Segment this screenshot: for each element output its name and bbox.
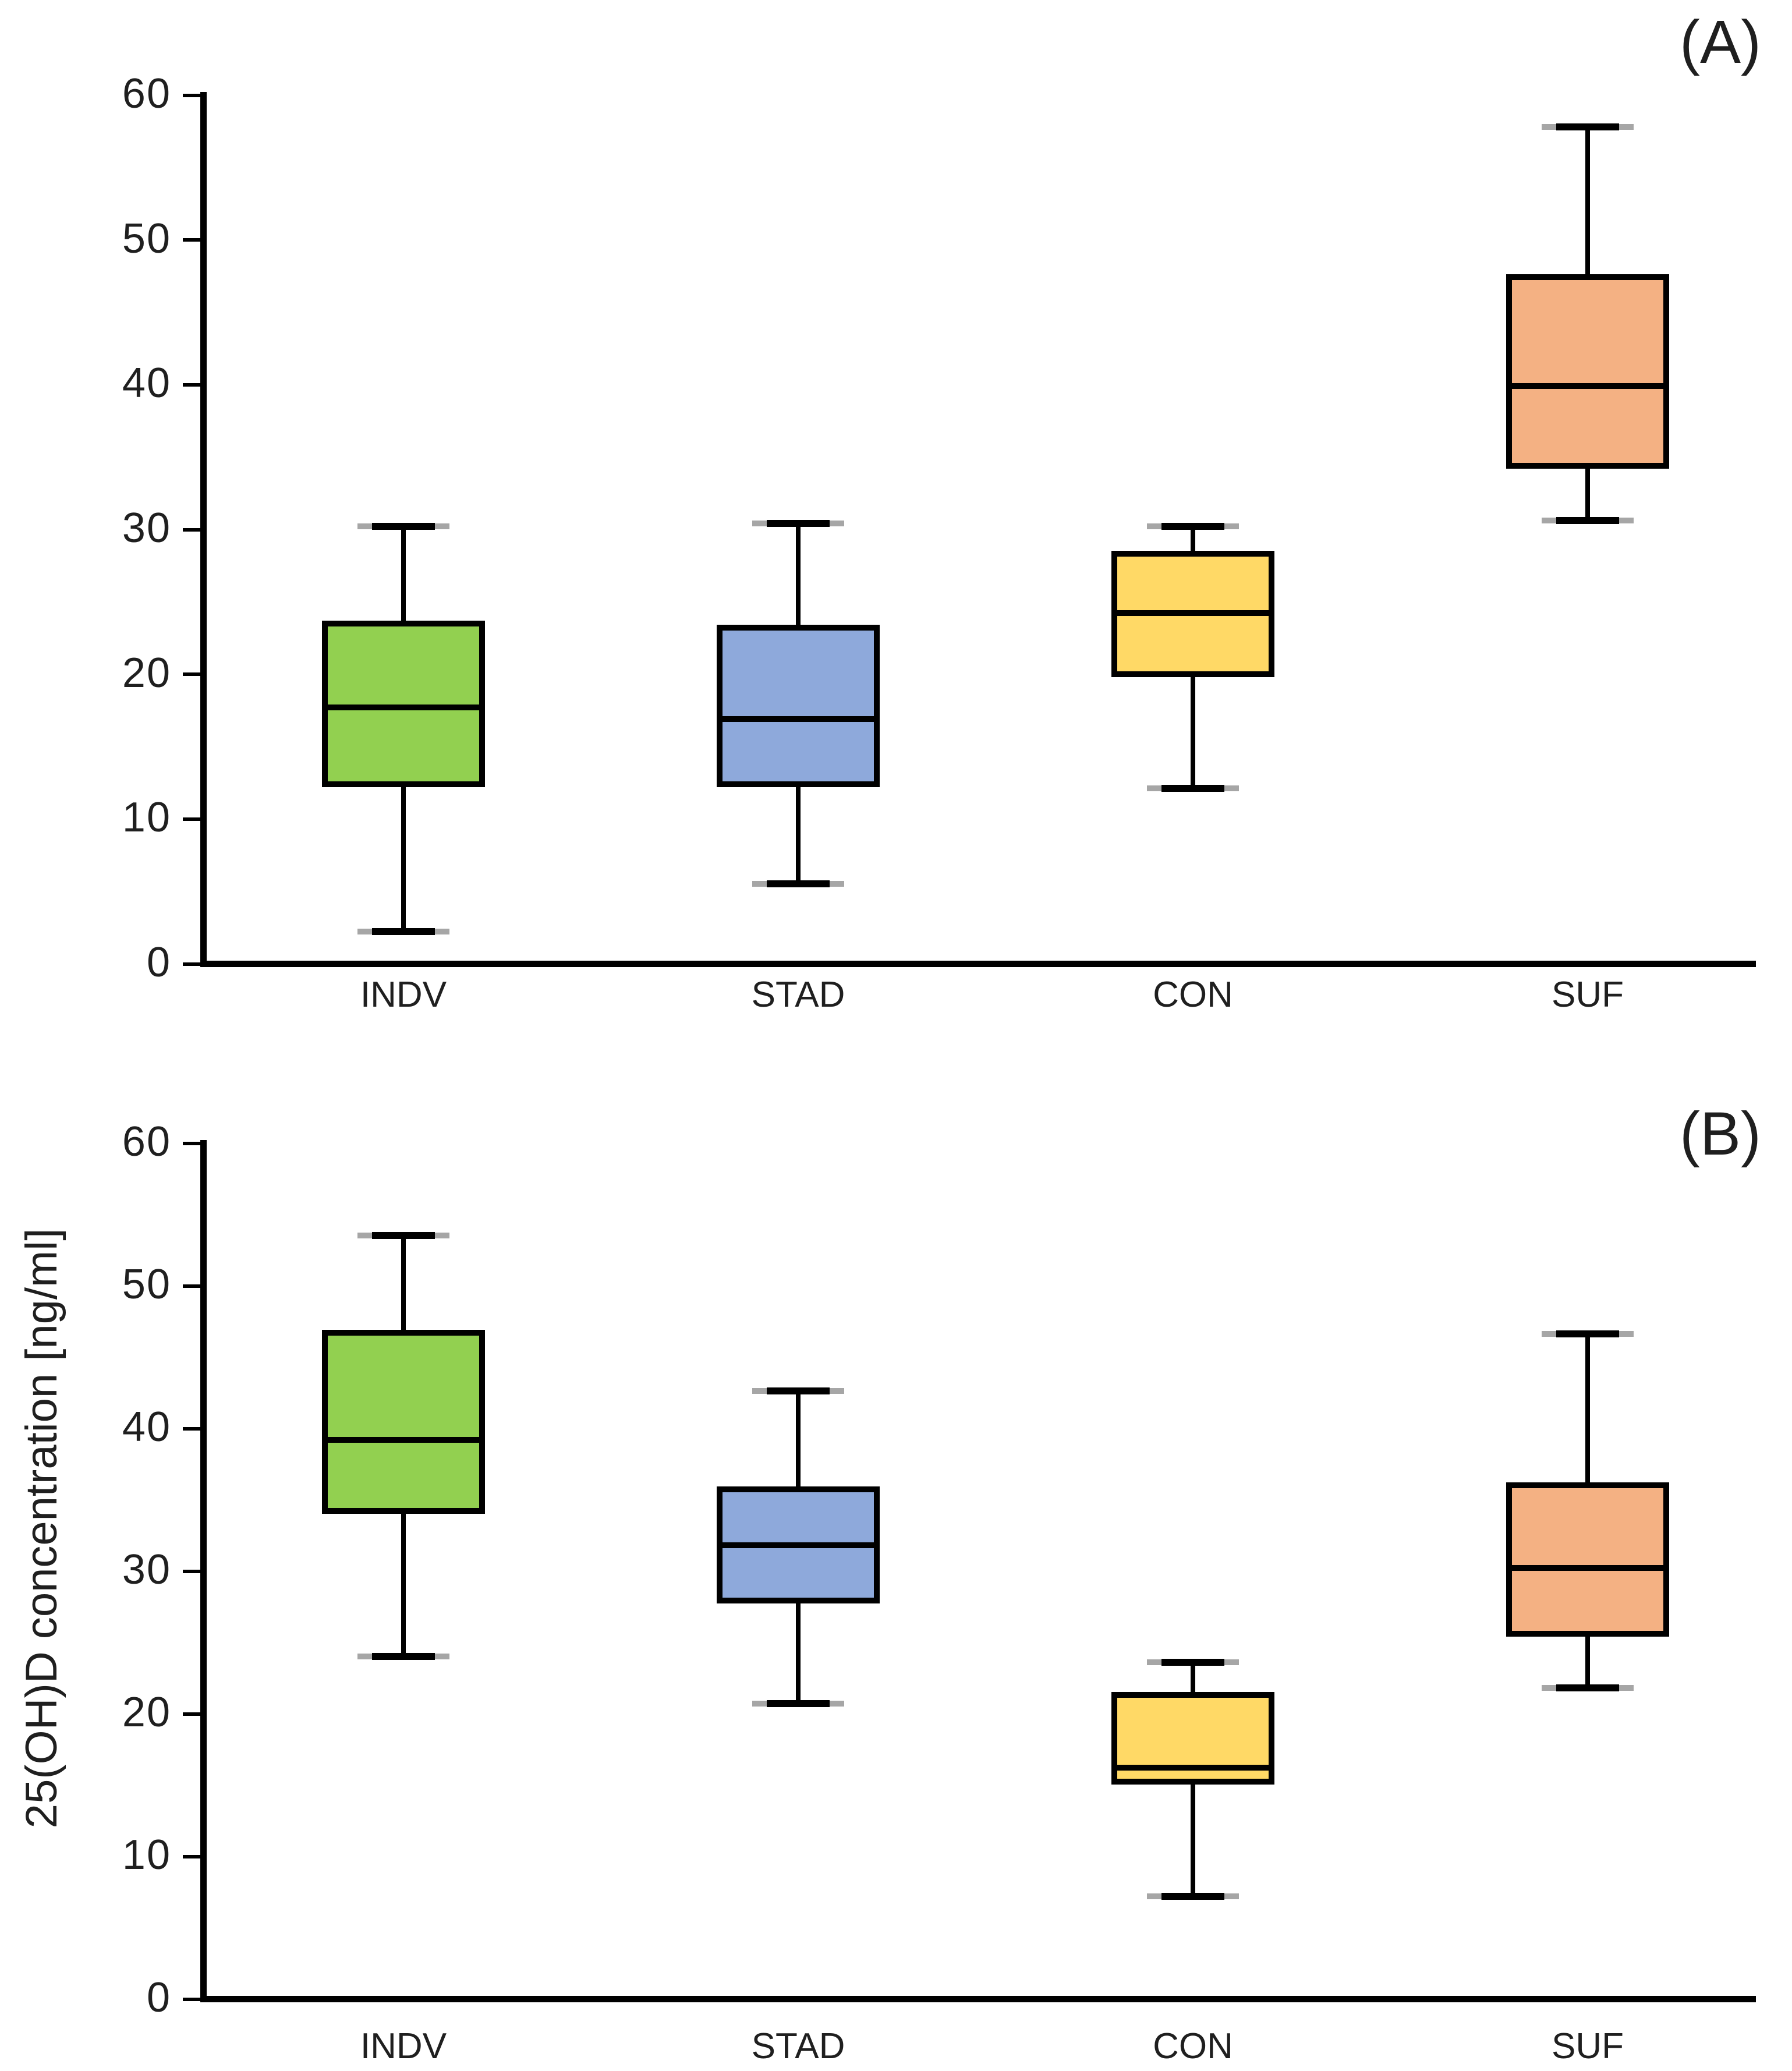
panel-b-letter: (B): [1680, 1100, 1761, 1168]
panel-a-x-axis: [200, 961, 1756, 967]
panel-a-y-tick: [183, 93, 200, 97]
panel-a-median-stad: [717, 716, 880, 722]
panel-a-y-tick-label: 20: [122, 649, 171, 696]
panel-b-y-tick-label: 20: [122, 1689, 171, 1736]
panel-a-whisker-upper-indv: [401, 526, 406, 621]
panel-a-cap-lower-suf: [1556, 517, 1619, 525]
panel-b-whisker-upper-con: [1191, 1662, 1195, 1693]
panel-a-y-tick: [183, 672, 200, 677]
panel-a-whisker-upper-stad: [796, 523, 801, 625]
panel-a-median-indv: [322, 704, 485, 710]
panel-a-whisker-upper-suf: [1585, 126, 1590, 275]
panel-a-cap-upper-indv: [372, 523, 435, 530]
panel-a-y-tick-label: 0: [146, 939, 171, 986]
y-axis-title: 25(OH)D concentration [ng/ml]: [17, 1228, 66, 1829]
panel-a-cap-lower-indv: [372, 928, 435, 936]
panel-b-y-tick: [183, 1997, 200, 2001]
panel-b-median-indv: [322, 1436, 485, 1443]
panel-a-y-tick: [183, 962, 200, 966]
panel-a-box-stad: [717, 625, 880, 787]
panel-b-median-stad: [717, 1542, 880, 1548]
panel-b-y-tick: [183, 1569, 200, 1573]
panel-b-box-suf: [1506, 1482, 1669, 1637]
panel-a-y-tick-label: 60: [122, 70, 171, 117]
panel-b-cap-upper-stad: [767, 1387, 830, 1395]
panel-b-whisker-lower-suf: [1585, 1636, 1590, 1688]
panel-b-category-label-suf: SUF: [1552, 2026, 1624, 2066]
panel-b-cap-upper-con: [1161, 1658, 1224, 1666]
panel-b-y-tick-label: 40: [122, 1404, 171, 1450]
panel-b-whisker-lower-indv: [401, 1513, 406, 1656]
panel-a-y-tick: [183, 528, 200, 532]
panel-b-y-tick: [183, 1426, 200, 1431]
panel-a-cap-upper-con: [1161, 523, 1224, 530]
panel-b-cap-lower-con: [1161, 1892, 1224, 1900]
panel-b-cap-upper-indv: [372, 1232, 435, 1240]
panel-b-median-suf: [1506, 1565, 1669, 1571]
panel-b-whisker-lower-stad: [796, 1603, 801, 1704]
panel-b-cap-lower-suf: [1556, 1684, 1619, 1691]
panel-a-median-con: [1111, 610, 1274, 617]
panel-b-y-tick: [183, 1712, 200, 1716]
panel-a-whisker-lower-stad: [796, 787, 801, 884]
panel-b-whisker-upper-suf: [1585, 1334, 1590, 1482]
panel-a-median-suf: [1506, 383, 1669, 389]
panel-a-category-label-indv: INDV: [360, 975, 447, 1015]
panel-a-y-tick: [183, 817, 200, 821]
panel-b-y-tick: [183, 1854, 200, 1858]
panel-b-y-axis: [200, 1140, 207, 2002]
panel-a-y-tick-label: 30: [122, 505, 171, 551]
panel-a-box-indv: [322, 620, 485, 787]
panel-b-y-tick-label: 10: [122, 1832, 171, 1878]
panel-a-category-label-suf: SUF: [1552, 975, 1624, 1015]
panel-b-box-indv: [322, 1329, 485, 1514]
panel-b-median-con: [1111, 1765, 1274, 1771]
panel-a-whisker-lower-suf: [1585, 468, 1590, 521]
panel-b-cap-lower-stad: [767, 1700, 830, 1707]
panel-a-whisker-lower-con: [1191, 677, 1195, 789]
panel-b-y-tick: [183, 1141, 200, 1145]
panel-b-category-label-con: CON: [1153, 2026, 1233, 2066]
panel-a-y-axis: [200, 92, 207, 967]
panel-b-category-label-stad: STAD: [751, 2026, 845, 2066]
panel-b-whisker-upper-stad: [796, 1391, 801, 1487]
panel-a-category-label-stad: STAD: [751, 975, 845, 1015]
panel-b-y-tick-label: 0: [146, 1974, 171, 2021]
panel-a-y-tick: [183, 238, 200, 242]
panel-a-y-tick-label: 50: [122, 215, 171, 262]
panel-b-y-tick-label: 50: [122, 1261, 171, 1308]
panel-b-box-con: [1111, 1692, 1274, 1785]
panel-b-x-axis: [200, 1996, 1756, 2002]
panel-b-y-tick-label: 60: [122, 1118, 171, 1165]
panel-b-whisker-upper-indv: [401, 1235, 406, 1330]
panel-a-cap-upper-suf: [1556, 123, 1619, 130]
panel-a-cap-upper-stad: [767, 520, 830, 528]
panel-a-whisker-lower-indv: [401, 787, 406, 932]
panel-a-cap-lower-stad: [767, 880, 830, 888]
panel-a-whisker-upper-con: [1191, 526, 1195, 551]
panel-b-category-label-indv: INDV: [360, 2026, 447, 2066]
panel-b-y-tick-label: 30: [122, 1546, 171, 1593]
panel-a-box-suf: [1506, 274, 1669, 469]
panel-a-category-label-con: CON: [1153, 975, 1233, 1015]
panel-b-y-tick: [183, 1284, 200, 1288]
panel-a-y-tick-label: 10: [122, 794, 171, 841]
panel-b-cap-upper-suf: [1556, 1330, 1619, 1338]
panel-a-cap-lower-con: [1161, 785, 1224, 792]
panel-b-whisker-lower-con: [1191, 1785, 1195, 1896]
panel-b-cap-lower-indv: [372, 1652, 435, 1660]
panel-a-y-tick-label: 40: [122, 360, 171, 407]
panel-a-y-tick: [183, 383, 200, 387]
panel-a-letter: (A): [1680, 8, 1761, 76]
